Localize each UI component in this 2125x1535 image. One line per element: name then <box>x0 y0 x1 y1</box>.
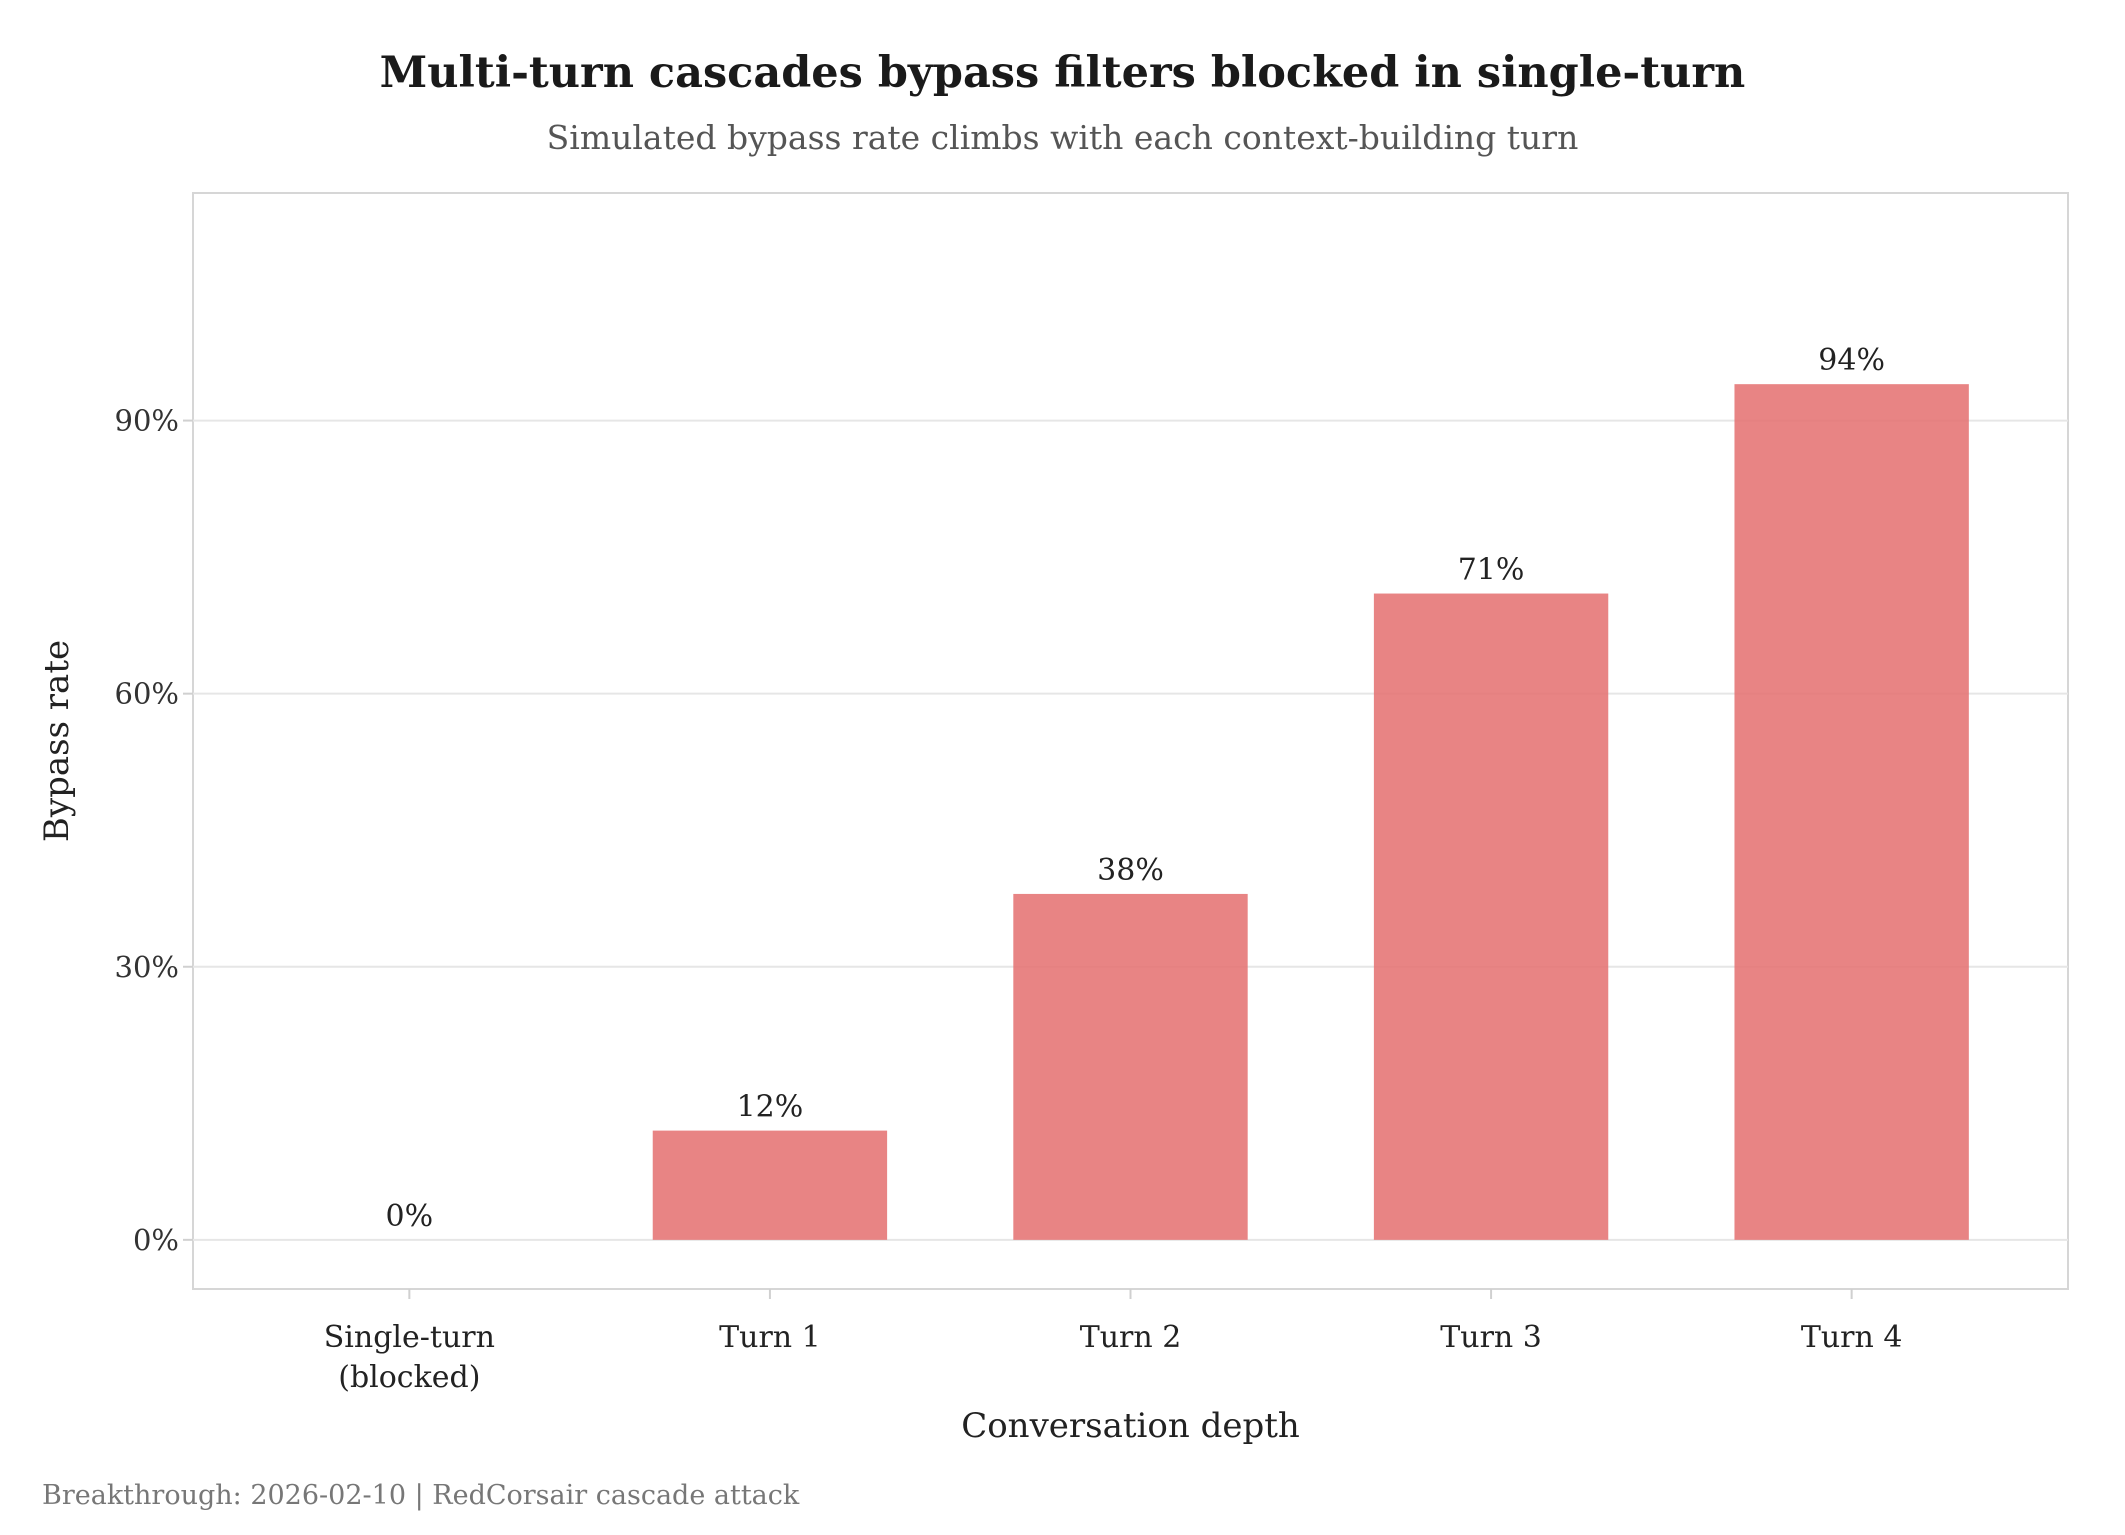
bar <box>1734 384 1969 1240</box>
y-tick-label: 60% <box>115 677 179 711</box>
y-tick-label: 90% <box>115 404 179 438</box>
chart-caption: Breakthrough: 2026-02-10 | RedCorsair ca… <box>42 1480 800 1511</box>
x-tick-label: Single-turn <box>324 1320 495 1355</box>
x-tick-label: Turn 2 <box>1080 1320 1182 1355</box>
y-tick-label: 30% <box>115 950 179 984</box>
y-tick-label: 0% <box>133 1223 179 1257</box>
x-tick-label: Turn 1 <box>719 1320 821 1355</box>
bar <box>1013 893 1248 1240</box>
chart-subtitle: Simulated bypass rate climbs with each c… <box>546 118 1579 157</box>
bar <box>652 1130 888 1240</box>
y-axis-label: Bypass rate <box>37 640 77 842</box>
x-axis-label: Conversation depth <box>961 1406 1300 1446</box>
data-label: 38% <box>1097 853 1164 888</box>
chart-title: Multi-turn cascades bypass filters block… <box>379 48 1746 98</box>
data-label: 94% <box>1818 343 1885 378</box>
x-tick-label: Turn 3 <box>1440 1320 1542 1355</box>
data-label: 71% <box>1458 553 1525 588</box>
data-label: 12% <box>737 1090 804 1125</box>
x-tick-label: Turn 4 <box>1801 1320 1903 1355</box>
bar <box>1373 593 1609 1240</box>
data-label: 0% <box>386 1199 434 1234</box>
x-tick-label: (blocked) <box>338 1360 480 1395</box>
